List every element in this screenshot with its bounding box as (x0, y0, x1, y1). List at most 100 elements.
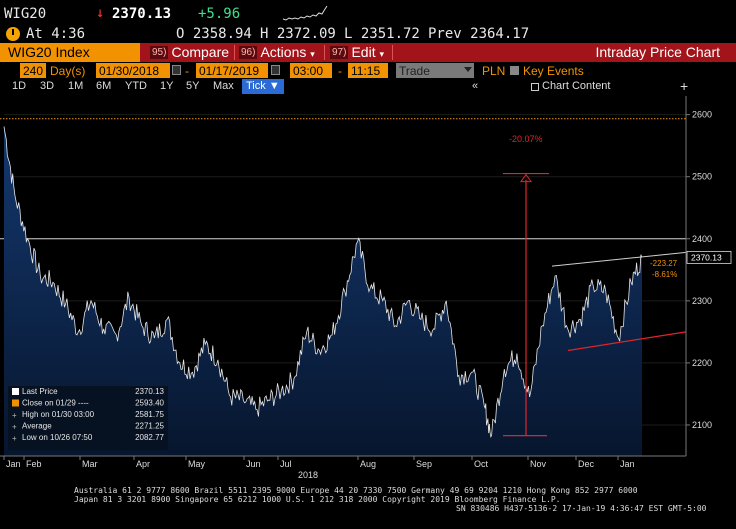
price-type-select[interactable]: Trade (396, 63, 474, 78)
x-tick-label: Feb (26, 459, 42, 469)
start-time-input[interactable]: 03:00 (290, 63, 332, 78)
y-tick-label: 2600 (692, 110, 712, 120)
period-tab[interactable]: 6M (96, 80, 112, 92)
tick-period-tab[interactable]: Tick ▼ (242, 79, 284, 94)
trend-pct-label: -8.61% (652, 270, 677, 279)
calendar-icon[interactable] (172, 65, 181, 75)
edit-button[interactable]: 97) Edit ▾ (330, 43, 384, 62)
legend: Last Price 2370.13 Close on 01/29 ---- 2593… (8, 386, 168, 450)
period-tab[interactable]: 1D (12, 80, 27, 92)
period-tab[interactable]: 5Y (186, 80, 200, 92)
period-tab[interactable]: 1M (68, 80, 84, 92)
footer: Australia 61 2 9777 8600 Brazil 5511 239… (0, 486, 736, 529)
date-controls: 240 Day(s) 01/30/2018 - 01/17/2019 03:00… (0, 62, 736, 79)
key-events-checkbox[interactable] (510, 66, 519, 75)
drawdown-arrow-icon (520, 173, 532, 183)
y-tick-label: 2200 (692, 358, 712, 368)
legend-label: Average (22, 422, 52, 431)
price-line (3, 126, 643, 438)
end-date-input[interactable]: 01/17/2019 (196, 63, 268, 78)
clock-icon (6, 27, 20, 41)
compare-button[interactable]: 95) Compare (150, 43, 229, 62)
legend-marker-icon: + (12, 434, 17, 443)
footer-contacts-2: Japan 81 3 3201 8900 Singapore 65 6212 1… (74, 495, 561, 504)
panel-title: Intraday Price Chart (595, 44, 721, 60)
time-separator: - (338, 64, 342, 78)
start-date-input[interactable]: 01/30/2018 (96, 63, 170, 78)
edit-label: Edit (351, 44, 376, 60)
end-time-input[interactable]: 11:15 (348, 63, 388, 78)
x-tick-label: Aug (360, 459, 376, 469)
legend-value: 2370.13 (135, 387, 164, 396)
legend-marker-icon: + (12, 411, 17, 420)
period-tab[interactable]: 1Y (160, 80, 174, 92)
chart-content-label: Chart Content (542, 80, 611, 92)
y-tick-label: 2500 (692, 172, 712, 182)
trend-value-label: -223.27 (650, 259, 678, 268)
legend-value: 2593.40 (135, 399, 164, 408)
high-price: H 2372.09 (260, 26, 336, 42)
x-tick-label: Nov (530, 459, 547, 469)
legend-swatch (12, 388, 19, 395)
dropdown-icon (464, 67, 472, 72)
collapse-chevrons-icon[interactable]: « (472, 80, 479, 92)
legend-value: 2581.75 (135, 410, 164, 419)
quote-header: WIG20 ↓ 2370.13 +5.96 (0, 0, 736, 28)
legend-label: Last Price (22, 387, 58, 396)
calendar-icon[interactable] (271, 65, 280, 75)
x-year-label: 2018 (298, 470, 318, 480)
quote-time: At 4:36 (26, 26, 86, 42)
legend-marker-icon: + (12, 423, 17, 432)
x-tick-label: Sep (416, 459, 432, 469)
last-price-tag-box (686, 250, 732, 264)
date-separator: - (185, 64, 189, 78)
drawdown-pct-label: -20.07% (509, 134, 543, 144)
actions-number: 96) (239, 46, 258, 59)
chart-content-icon (531, 83, 539, 91)
low-price: L 2351.72 (344, 26, 420, 42)
price-chart[interactable]: -20.07% -223.27 -8.61% 2100 2200 2300 2400 250… (0, 96, 736, 484)
down-arrow-icon: ↓ (96, 5, 105, 21)
resistance-trend-line (551, 251, 687, 267)
price-area (4, 126, 642, 457)
y-tick-label: 2400 (692, 234, 712, 244)
days-input[interactable]: 240 (20, 63, 46, 78)
x-tick-label: Oct (474, 459, 489, 469)
last-price-tag: 2370.13 (691, 252, 722, 262)
security-name[interactable]: WIG20 Index (0, 43, 140, 62)
days-label: Day(s) (50, 64, 86, 78)
open-price: O 2358.94 (176, 26, 252, 42)
legend-value: 2271.25 (135, 422, 164, 431)
period-tab[interactable]: YTD (125, 80, 147, 92)
period-tab[interactable]: Max (213, 80, 234, 92)
reference-lines (0, 118, 686, 240)
period-tab[interactable]: 3D (40, 80, 55, 92)
sparkline-icon (282, 5, 328, 21)
x-tick-label: Jan (620, 459, 635, 469)
actions-dropdown-icon: ▾ (310, 49, 315, 59)
support-trend-line (567, 331, 687, 352)
compare-number: 95) (150, 46, 169, 59)
chart-content-button[interactable]: Chart Content (530, 80, 610, 92)
x-tick-label: Jun (246, 459, 261, 469)
price-type-value: Trade (399, 64, 430, 78)
ticker-symbol: WIG20 (4, 6, 47, 22)
x-tick-label: Apr (136, 459, 150, 469)
period-tabs: 1D 3D 1M 6M YTD 1Y 5Y Max Tick ▼ « Chart… (0, 78, 736, 95)
legend-background (8, 386, 168, 450)
actions-label: Actions (260, 44, 307, 60)
currency-label[interactable]: PLN (482, 64, 506, 78)
x-tick-label: May (188, 459, 206, 469)
x-tick-label: Mar (82, 459, 98, 469)
legend-label: Close on 01/29 ---- (22, 399, 89, 408)
x-tick-label: Jul (280, 459, 292, 469)
y-tick-label: 2300 (692, 296, 712, 306)
annotations: -20.07% -223.27 -8.61% (503, 134, 687, 437)
plus-icon[interactable]: + (680, 78, 689, 94)
edit-dropdown-icon: ▾ (379, 49, 384, 59)
tick-label: Tick (246, 80, 266, 92)
edit-number: 97) (330, 46, 349, 59)
legend-label: Low on 10/26 07:50 (22, 433, 93, 442)
last-price: 2370.13 (112, 6, 172, 22)
actions-button[interactable]: 96) Actions ▾ (239, 43, 315, 62)
